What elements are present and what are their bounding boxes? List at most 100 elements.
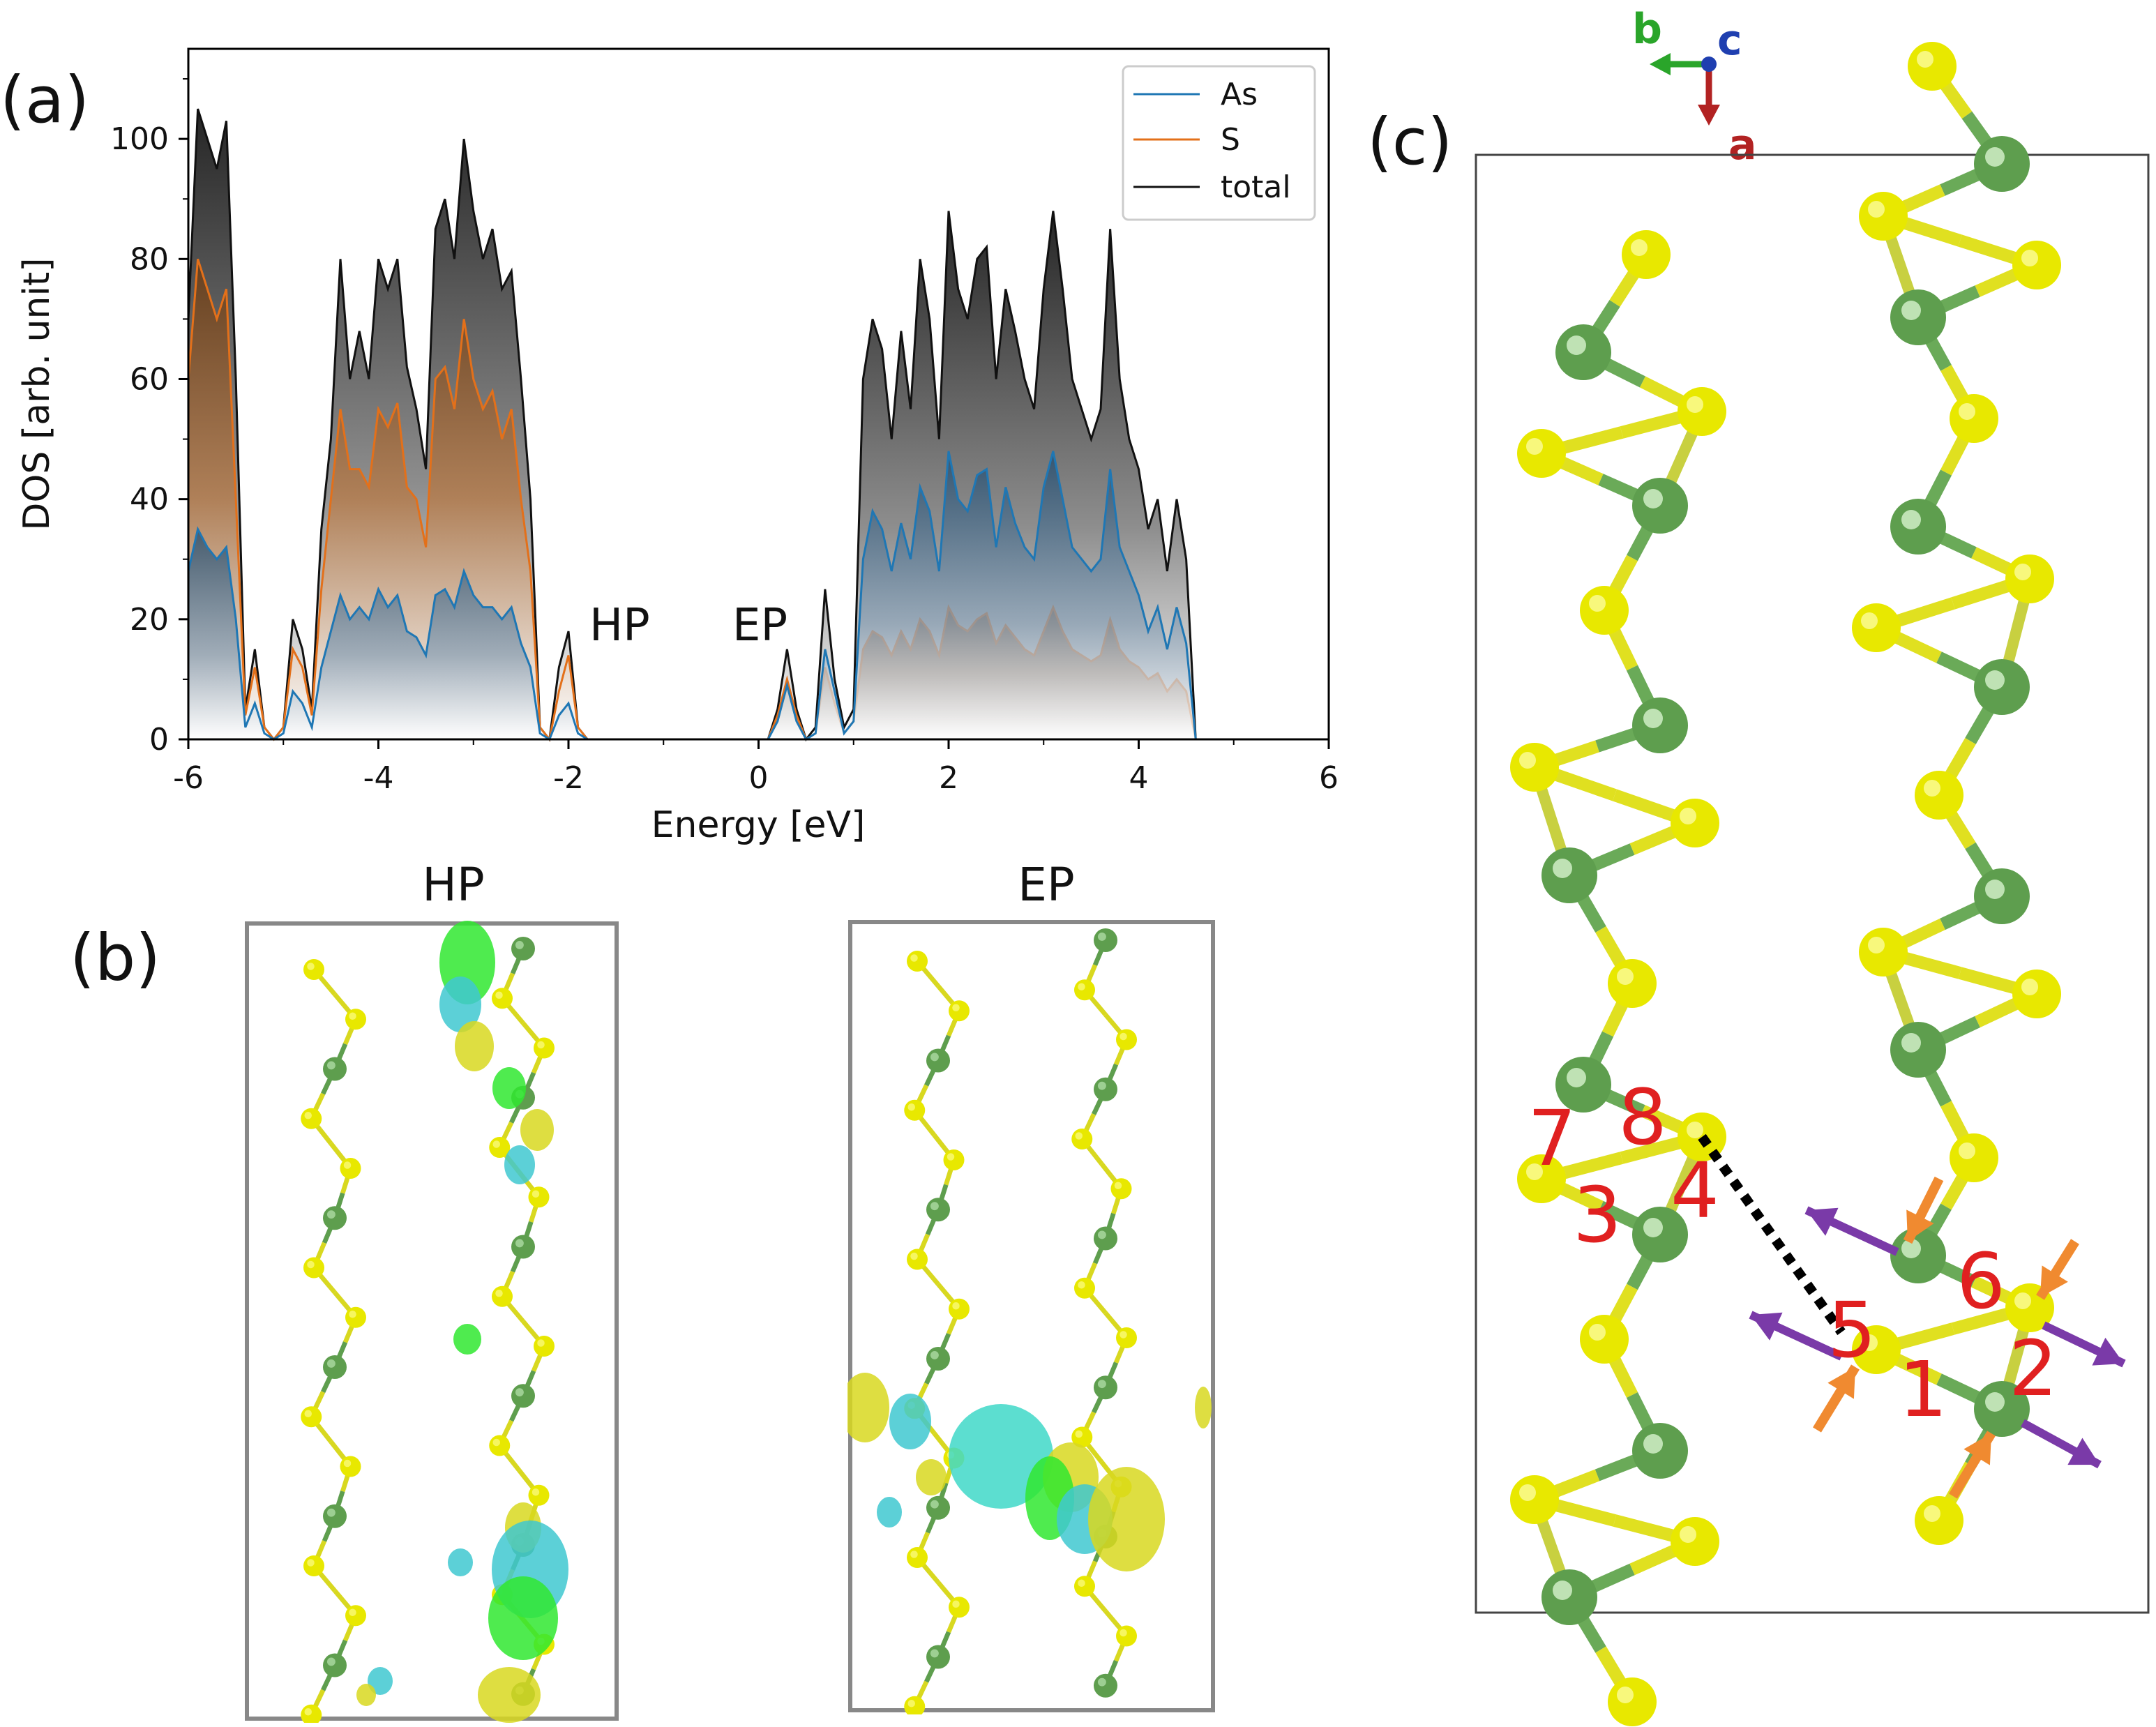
sulfur-atom [949, 1597, 970, 1618]
atom-highlight [1075, 1132, 1083, 1140]
atom-highlight [495, 991, 503, 999]
line-as-0 [187, 526, 607, 741]
arsenic-atom [1555, 1057, 1611, 1113]
arsenic-atom [323, 1355, 347, 1379]
orbital-lobe [520, 1109, 554, 1151]
orbital-lobe [916, 1459, 947, 1495]
sulfur-atom [1580, 586, 1629, 635]
atom-highlight [1114, 1182, 1122, 1189]
sulfur-atom [1678, 387, 1726, 436]
sulfur-atom [534, 1037, 555, 1059]
atom-highlight [532, 1488, 540, 1496]
atom-highlight [515, 1239, 524, 1248]
atom-highlight [1924, 780, 1940, 797]
atom-highlight [326, 1210, 336, 1219]
orbital-lobe [448, 1548, 473, 1576]
atom-highlight [1589, 1324, 1606, 1341]
dotted-distance [1698, 1133, 1846, 1336]
sulfur-atom [1622, 230, 1671, 279]
arsenic-atom [1632, 478, 1688, 534]
atom-highlight [1617, 1687, 1634, 1703]
atom-highlight [349, 1608, 356, 1616]
atom-highlight [304, 1410, 312, 1417]
atom-highlight [343, 1459, 352, 1468]
sulfur-atom [528, 1186, 550, 1208]
sulfur-atom [1116, 1327, 1137, 1348]
atom-highlight [304, 1708, 312, 1716]
arsenic-atom [323, 1206, 347, 1230]
sulfur-atom [534, 1336, 555, 1357]
atom-highlight [910, 1551, 918, 1558]
arsenic-atom [1094, 928, 1117, 952]
orbital-lobe [478, 1667, 541, 1723]
sulfur-atom [1116, 1029, 1137, 1050]
atom-highlight [930, 1202, 939, 1211]
arsenic-atom [1632, 1207, 1688, 1262]
arsenic-atom [926, 1645, 950, 1669]
atom-highlight [326, 1508, 336, 1517]
orbital-lobe [368, 1667, 393, 1695]
atom-highlight [1631, 239, 1648, 256]
orbital-lobe [889, 1394, 931, 1449]
sulfur-atom [943, 1149, 965, 1170]
unit-cell [1475, 153, 2150, 1614]
displacement-arrow-head [1906, 1209, 1934, 1242]
arsenic-atom [1974, 1381, 2030, 1437]
atom-highlight [1643, 709, 1663, 728]
arsenic-atom [1541, 847, 1597, 903]
atom-highlight [349, 1012, 356, 1020]
sulfur-atom [1608, 1677, 1657, 1726]
legend: As S total [1122, 65, 1316, 221]
arsenic-atom [1890, 1228, 1946, 1283]
atom-highlight [952, 1600, 960, 1608]
atom-highlight [1985, 1392, 2005, 1412]
x-tick-label: -2 [553, 760, 584, 796]
sulfur-atom [1074, 1277, 1095, 1299]
sulfur-atom [2012, 970, 2061, 1018]
dos-chart: -6 -4 -2 0 2 4 6 0 20 40 60 80 100 Energy [eV] DOS … [16, 47, 1339, 846]
x-tick-label: 6 [1319, 760, 1339, 796]
atom-highlight [537, 1041, 545, 1049]
atom-highlight [349, 1311, 356, 1318]
atom-highlight [1643, 1434, 1663, 1454]
atom-highlight [1120, 1032, 1127, 1041]
y-tick-label: 20 [130, 602, 169, 638]
sulfur-atom [345, 1009, 366, 1030]
legend-entry-s: S [1221, 122, 1240, 158]
atom-highlight [1643, 489, 1663, 508]
sulfur-atom [301, 1406, 322, 1428]
atom-highlight [492, 1438, 500, 1447]
sulfur-atom [1580, 1315, 1629, 1364]
y-tick-label: 100 [110, 121, 169, 157]
atom-highlight [1959, 1142, 1975, 1159]
arsenic-atom [511, 1384, 535, 1408]
sulfur-atom [904, 1099, 926, 1121]
atom-highlight [1868, 937, 1885, 953]
x-tick-label: -4 [363, 760, 394, 796]
atom-highlight [1097, 1081, 1106, 1090]
arsenic-atom [323, 1057, 347, 1081]
site-label-4: 4 [1671, 1146, 1719, 1235]
legend-entry-total: total [1221, 169, 1291, 205]
ep-box-title: EP [1018, 858, 1075, 912]
sulfur-atom [1908, 42, 1957, 91]
sulfur-atom [528, 1484, 550, 1506]
orbital-lobe [1088, 1467, 1165, 1571]
line-total-1 [767, 211, 1215, 742]
orbital-lobe [1195, 1387, 1212, 1428]
atom-highlight [1643, 1218, 1663, 1237]
atom-highlight [1097, 932, 1106, 941]
sulfur-atom [345, 1306, 366, 1328]
displacement-arrow-head [2092, 1337, 2124, 1366]
sulfur-atom [492, 1285, 513, 1307]
arsenic-atom [1555, 324, 1611, 380]
sulfur-atom [340, 1158, 361, 1179]
sulfur-atom [1510, 1475, 1559, 1524]
arsenic-atom [323, 1504, 347, 1528]
panel-c-label: (c) [1367, 105, 1453, 179]
atom-highlight [907, 1103, 915, 1111]
atom-highlight [1078, 1579, 1085, 1587]
atom-highlight [537, 1339, 545, 1347]
sulfur-atom [1110, 1178, 1132, 1200]
displacement-arrow-head [2067, 1438, 2100, 1465]
